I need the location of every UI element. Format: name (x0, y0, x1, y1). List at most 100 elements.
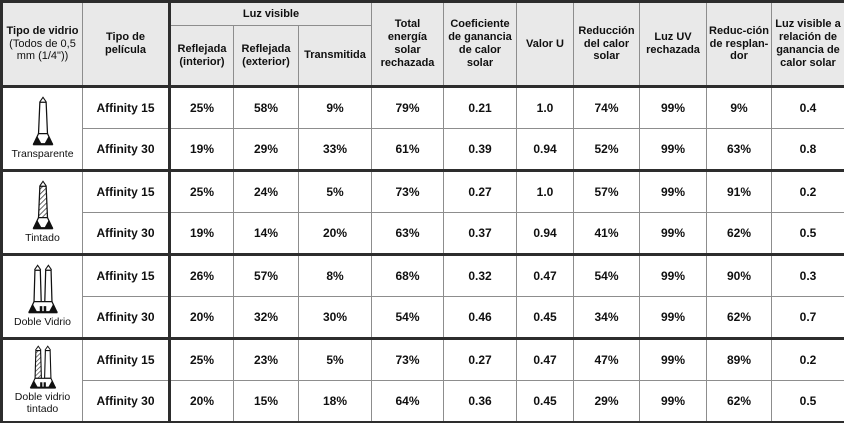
glass-type-label: Tintado (25, 232, 60, 245)
value-cell: 0.2 (771, 169, 844, 213)
value-cell: 25% (168, 85, 234, 129)
reflected-exterior-header: Reflejada (exterior) (233, 25, 299, 87)
value-cell: 25% (168, 337, 234, 381)
value-cell: 0.45 (516, 296, 574, 339)
value-cell: 99% (639, 296, 707, 339)
value-cell: 30% (298, 296, 372, 339)
value-cell: 34% (573, 296, 640, 339)
film-type-cell: Affinity 15 (82, 337, 170, 381)
value-cell: 25% (168, 169, 234, 213)
film-type-cell: Affinity 30 (82, 212, 170, 255)
table-header: Tipo de vidrio (Todos de 0,5 mm (1/4")) … (1, 1, 844, 87)
single-pane-clear-icon (32, 96, 53, 146)
value-cell: 33% (298, 128, 372, 171)
value-cell: 15% (233, 380, 299, 423)
value-cell: 1.0 (516, 85, 574, 129)
value-cell: 64% (371, 380, 444, 423)
value-cell: 1.0 (516, 169, 574, 213)
value-cell: 0.4 (771, 85, 844, 129)
table-body: Transparente Affinity 15 25% 58% 9% 79% … (1, 85, 844, 423)
table-row: Affinity 30 19% 14% 20% 63% 0.37 0.94 41… (2, 212, 844, 255)
value-cell: 99% (639, 212, 707, 255)
single-pane-tinted-icon (32, 180, 53, 230)
table-row: Affinity 30 20% 32% 30% 54% 0.46 0.45 34… (2, 296, 844, 339)
glass-type-cell-transparente: Transparente (1, 85, 83, 171)
value-cell: 0.32 (443, 253, 517, 297)
glass-type-header: Tipo de vidrio (Todos de 0,5 mm (1/4")) (1, 1, 83, 87)
value-cell: 9% (298, 85, 372, 129)
value-cell: 0.7 (771, 296, 844, 339)
total-solar-energy-header: Total energía solar rechazada (371, 1, 444, 87)
value-cell: 0.94 (516, 212, 574, 255)
glass-type-cell-doble-vidrio-tintado: Doble vidrio tintado (1, 337, 83, 423)
value-cell: 0.36 (443, 380, 517, 423)
glass-type-label: Transparente (11, 148, 74, 161)
value-cell: 57% (233, 253, 299, 297)
value-cell: 52% (573, 128, 640, 171)
table-row: Transparente Affinity 15 25% 58% 9% 79% … (1, 85, 844, 171)
value-cell: 32% (233, 296, 299, 339)
value-cell: 0.8 (771, 128, 844, 171)
value-cell: 24% (233, 169, 299, 213)
glass-type-cell-tintado: Tintado (1, 169, 83, 255)
value-cell: 68% (371, 253, 444, 297)
transmitted-header: Transmitida (298, 25, 372, 87)
value-cell: 0.94 (516, 128, 574, 171)
value-cell: 0.27 (443, 169, 517, 213)
value-cell: 14% (233, 212, 299, 255)
value-cell: 63% (706, 128, 772, 171)
value-cell: 61% (371, 128, 444, 171)
glare-reduction-header: Reduc-ción de resplan-dor (706, 1, 772, 87)
value-cell: 19% (168, 212, 234, 255)
value-cell: 0.5 (771, 380, 844, 423)
value-cell: 99% (639, 85, 707, 129)
value-cell: 99% (639, 253, 707, 297)
value-cell: 5% (298, 169, 372, 213)
value-cell: 90% (706, 253, 772, 297)
value-cell: 0.47 (516, 253, 574, 297)
glass-type-cell-doble-vidrio: Doble Vidrio (1, 253, 83, 339)
lshgc-ratio-header: Luz visible a relación de ganancia de ca… (771, 1, 844, 87)
value-cell: 99% (639, 337, 707, 381)
table-row: Doble Vidrio Affinity 15 26% 57% 8% 68% … (1, 253, 844, 339)
value-cell: 29% (573, 380, 640, 423)
visible-light-group-header: Luz visible (168, 1, 372, 26)
value-cell: 73% (371, 337, 444, 381)
film-type-cell: Affinity 15 (82, 253, 170, 297)
glass-type-label: Doble vidrio tintado (14, 391, 71, 415)
value-cell: 8% (298, 253, 372, 297)
value-cell: 0.3 (771, 253, 844, 297)
glass-type-label: Doble Vidrio (13, 316, 71, 329)
value-cell: 0.2 (771, 337, 844, 381)
value-cell: 18% (298, 380, 372, 423)
table-row: Tintado Affinity 15 25% 24% 5% 73% 0.27 … (1, 169, 844, 255)
value-cell: 0.45 (516, 380, 574, 423)
value-cell: 54% (371, 296, 444, 339)
reflected-interior-header: Reflejada (interior) (168, 25, 234, 87)
value-cell: 5% (298, 337, 372, 381)
value-cell: 79% (371, 85, 444, 129)
glass-type-header-bold: Tipo de vidrio (6, 24, 79, 37)
table-row: Doble vidrio tintado Affinity 15 25% 23%… (1, 337, 844, 423)
value-cell: 9% (706, 85, 772, 129)
value-cell: 57% (573, 169, 640, 213)
value-cell: 62% (706, 296, 772, 339)
uv-rejected-header: Luz UV rechazada (639, 1, 707, 87)
value-cell: 20% (298, 212, 372, 255)
value-cell: 99% (639, 128, 707, 171)
value-cell: 54% (573, 253, 640, 297)
film-type-header: Tipo de película (82, 1, 170, 87)
table-row: Affinity 30 19% 29% 33% 61% 0.39 0.94 52… (2, 128, 844, 171)
value-cell: 0.46 (443, 296, 517, 339)
film-type-cell: Affinity 30 (82, 380, 170, 423)
value-cell: 89% (706, 337, 772, 381)
double-pane-tinted-icon (29, 345, 56, 389)
table-row: Affinity 30 20% 15% 18% 64% 0.36 0.45 29… (2, 380, 844, 423)
film-type-cell: Affinity 30 (82, 296, 170, 339)
value-cell: 99% (639, 380, 707, 423)
value-cell: 0.47 (516, 337, 574, 381)
value-cell: 0.27 (443, 337, 517, 381)
value-cell: 20% (168, 380, 234, 423)
value-cell: 0.37 (443, 212, 517, 255)
